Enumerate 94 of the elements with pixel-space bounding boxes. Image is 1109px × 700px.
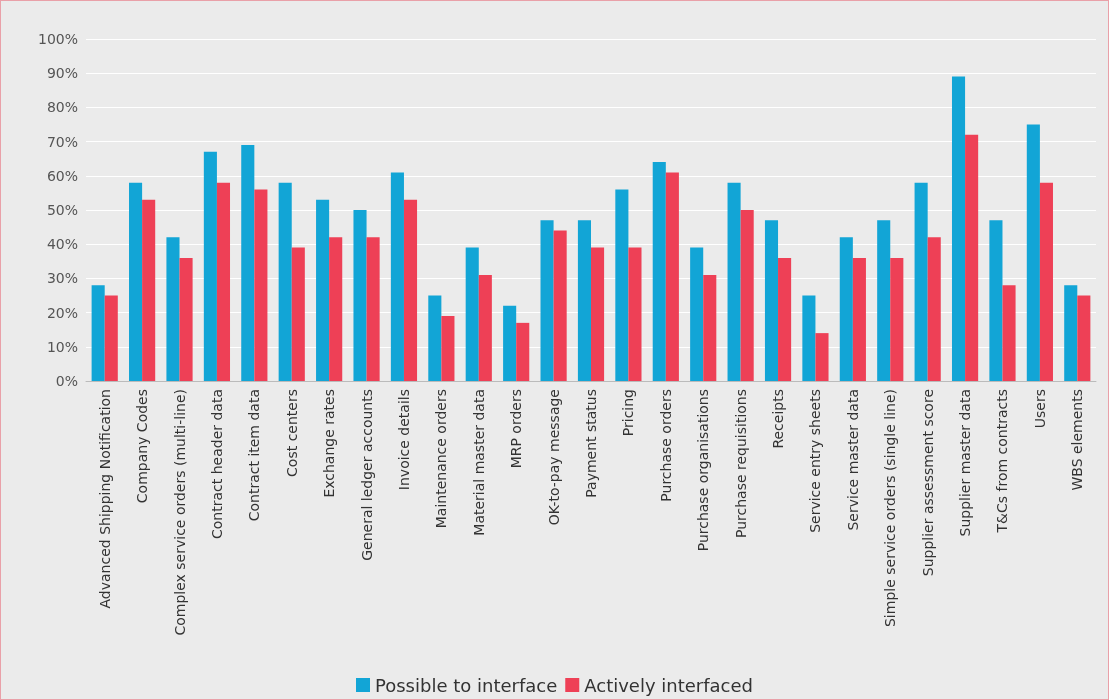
x-tick-label: Pricing: [620, 389, 637, 437]
bar: [615, 189, 629, 381]
bar: [216, 182, 231, 381]
x-tick-label: Users: [1031, 389, 1048, 429]
x-tick-label: Material master data: [470, 389, 487, 536]
bar: [665, 172, 679, 381]
bar: [203, 151, 217, 381]
bar: [516, 322, 530, 381]
bar: [478, 274, 492, 381]
x-tick-label: Purchase organisations: [695, 389, 712, 552]
bar: [316, 199, 330, 381]
bar: [104, 295, 118, 381]
bar: [1064, 285, 1078, 381]
y-tick-label: 50%: [46, 202, 78, 218]
y-tick-label: 90%: [46, 65, 78, 82]
x-tick-label: Service entry sheets: [807, 389, 824, 533]
bar: [577, 220, 591, 381]
bar: [390, 172, 404, 381]
bar: [503, 305, 517, 381]
bar: [1077, 295, 1091, 381]
bar: [1026, 124, 1040, 381]
x-tick-label: Contract header data: [208, 389, 225, 539]
bar: [703, 274, 717, 381]
y-tick-label: 40%: [46, 236, 78, 253]
x-tick-label: Exchange rates: [321, 389, 338, 498]
x-tick-label: MRP orders: [508, 389, 525, 469]
y-tick-label: 60%: [46, 167, 78, 184]
bar: [329, 237, 343, 381]
bar: [353, 210, 367, 381]
bar: [465, 247, 479, 381]
x-tick-label: Maintenance orders: [433, 389, 450, 529]
x-tick-label: Advanced Shipping Notification: [96, 389, 113, 609]
bar: [366, 237, 380, 381]
bar: [989, 220, 1003, 381]
x-tick-label: Cost centers: [283, 389, 300, 477]
bar: [540, 220, 554, 381]
bar: [179, 257, 193, 381]
bar: [441, 316, 455, 381]
bar: [254, 189, 268, 381]
bar: [764, 220, 779, 381]
bar: [727, 182, 741, 381]
bar: [428, 295, 442, 381]
y-tick-label: 100%: [37, 31, 78, 47]
x-tick-label: Complex service orders (multi-line): [171, 389, 188, 636]
bar: [890, 257, 904, 381]
bar: [690, 247, 704, 381]
bar: [591, 247, 605, 381]
bar: [628, 247, 642, 381]
bar: [802, 295, 816, 381]
bar: [166, 237, 180, 381]
legend-label: Possible to interface: [374, 674, 558, 696]
bar: [914, 182, 928, 381]
x-tick-label: Supplier master data: [957, 389, 974, 537]
bar: [778, 257, 792, 381]
bar: [951, 76, 966, 381]
bar: [278, 182, 292, 381]
bar: [129, 182, 143, 381]
x-tick-label: Company Codes: [134, 389, 151, 504]
bar: [877, 220, 891, 381]
x-tick-label: Service master data: [844, 389, 861, 531]
y-tick-label: 10%: [46, 338, 78, 355]
x-tick-label: Receipts: [770, 389, 787, 449]
y-tick-label: 0%: [55, 373, 78, 389]
bar: [241, 145, 255, 381]
y-tick-label: 80%: [46, 99, 78, 116]
x-tick-label: Payment status: [583, 389, 599, 498]
x-tick-label: Simple service orders (single line): [882, 389, 899, 628]
x-tick-label: Supplier assessment score: [919, 389, 936, 577]
bar: [927, 237, 941, 381]
x-tick-label: Purchase requisitions: [732, 389, 749, 539]
x-tick-label: Invoice details: [395, 389, 412, 491]
y-tick-label: 70%: [46, 133, 78, 150]
y-tick-label: 30%: [46, 270, 78, 287]
bar: [403, 199, 418, 381]
x-tick-label: WBS elements: [1069, 389, 1086, 491]
bar: [740, 210, 754, 381]
bar: [965, 134, 979, 381]
x-tick-label: OK-to-pay message: [545, 389, 562, 526]
legend-label: Actively interfaced: [584, 674, 754, 696]
bar: [852, 257, 866, 381]
bar: [1002, 285, 1016, 381]
bar: [553, 230, 567, 381]
bar: [291, 247, 305, 381]
bar: [652, 162, 666, 381]
bar: [142, 199, 156, 381]
x-tick-label: Contract item data: [246, 389, 263, 522]
bar: [815, 333, 829, 381]
bar: [1039, 182, 1053, 381]
x-tick-label: General ledger accounts: [358, 389, 375, 561]
bar: [91, 285, 105, 381]
y-tick-label: 20%: [46, 304, 78, 321]
x-tick-label: Purchase orders: [657, 389, 674, 502]
bar: [839, 237, 853, 381]
x-tick-label: T&Cs from contracts: [994, 389, 1011, 534]
